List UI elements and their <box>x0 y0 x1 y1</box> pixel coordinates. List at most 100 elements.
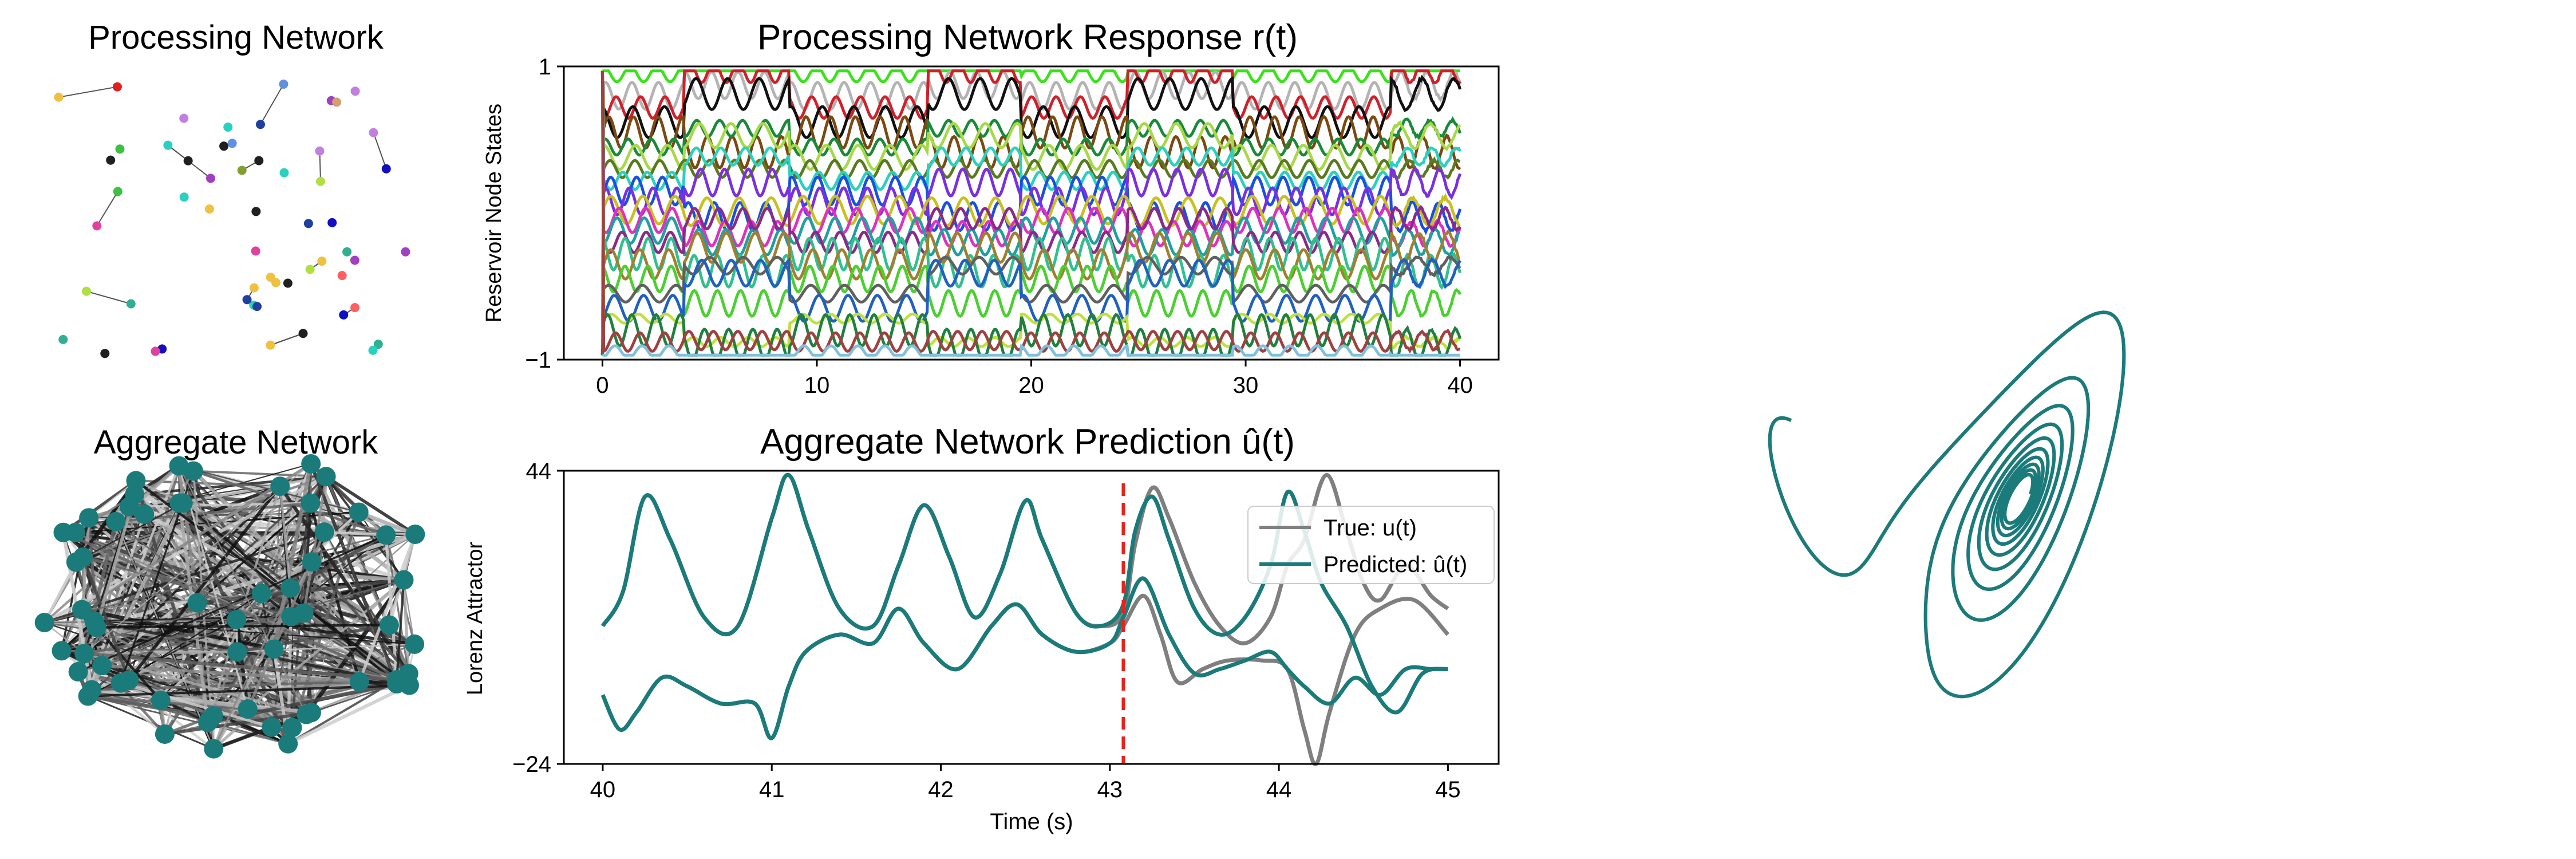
network-edge <box>120 593 262 684</box>
network-edge <box>115 521 238 621</box>
y-tick-label: 1 <box>539 54 551 80</box>
network-node <box>54 92 64 102</box>
network-edge <box>95 626 162 702</box>
response-x-ticks: 0 10 20 30 40 <box>596 360 1473 398</box>
network-node <box>113 187 123 196</box>
network-node <box>223 123 233 132</box>
network-node <box>255 120 265 129</box>
legend-predicted-label: Predicted: û(t) <box>1323 552 1467 577</box>
network-edge <box>94 620 415 645</box>
network-node <box>227 609 247 629</box>
network-node <box>53 522 73 542</box>
network-edge <box>373 132 387 170</box>
response-y-axis-label: Reservoir Node States <box>482 104 506 322</box>
prediction-y-ticks: −24 44 <box>512 459 564 777</box>
x-tick-label: 41 <box>759 777 785 802</box>
network-node <box>92 656 112 676</box>
network-node <box>262 717 282 737</box>
network-node <box>169 493 189 513</box>
network-node <box>126 299 136 309</box>
network-node <box>266 340 275 350</box>
node-state-line <box>600 70 1460 282</box>
network-edge <box>272 463 313 649</box>
network-node <box>187 593 207 613</box>
node-state-line <box>600 264 1461 356</box>
prediction-x-axis-label: Time (s) <box>990 809 1073 834</box>
network-node <box>279 79 289 89</box>
network-node <box>301 703 321 723</box>
network-node <box>278 734 298 754</box>
network-node <box>368 345 378 355</box>
x-tick-label: 40 <box>1447 373 1473 398</box>
x-tick-label: 43 <box>1097 777 1123 802</box>
prediction-chart: Aggregate Network Prediction û(t) 40 41 42… <box>463 422 1500 834</box>
predicted-trajectory <box>1768 310 2126 699</box>
network-node <box>100 349 110 358</box>
aggregate-network-title: Aggregate Network <box>94 424 378 461</box>
network-edge <box>247 579 405 710</box>
network-node <box>301 493 321 513</box>
network-node <box>252 302 262 312</box>
network-node <box>135 504 155 524</box>
network-node <box>126 471 146 491</box>
network-edge <box>81 556 131 681</box>
network-node <box>183 461 203 481</box>
network-edge <box>260 84 285 125</box>
network-node <box>251 246 260 256</box>
network-node <box>373 340 383 349</box>
lorenz-attractor-phase-portrait <box>1768 310 2126 699</box>
network-node <box>279 168 289 178</box>
x-tick-label: 10 <box>804 373 830 398</box>
network-edge <box>129 502 311 508</box>
network-edge <box>96 191 118 226</box>
network-edge <box>44 618 237 624</box>
network-node <box>303 219 313 228</box>
network-node <box>327 218 337 227</box>
network-node <box>249 283 259 293</box>
network-node <box>264 639 284 659</box>
network-edge <box>177 466 199 604</box>
network-node <box>270 476 290 497</box>
network-node <box>72 600 92 620</box>
network-node <box>350 255 359 265</box>
node-state-line <box>602 344 1460 357</box>
network-node <box>242 295 252 305</box>
network-edge <box>178 465 307 715</box>
network-node <box>305 265 315 274</box>
network-edge <box>135 479 410 687</box>
network-node <box>106 511 126 531</box>
x-tick-label: 20 <box>1018 373 1044 398</box>
network-node <box>302 552 322 572</box>
network-node <box>227 642 247 662</box>
network-node <box>163 140 173 150</box>
network-node <box>349 502 369 522</box>
prediction-legend: True: u(t) Predicted: û(t) <box>1247 506 1495 584</box>
network-edge <box>358 533 417 683</box>
network-node <box>183 156 193 166</box>
network-edge <box>212 463 312 750</box>
node-state-line <box>600 69 1462 356</box>
network-edge <box>402 580 410 674</box>
response-chart-title: Processing Network Response r(t) <box>757 18 1298 57</box>
network-node <box>337 271 347 281</box>
network-edge <box>86 290 132 305</box>
network-edge <box>134 475 326 496</box>
network-node <box>204 204 214 214</box>
node-state-line <box>600 70 1461 305</box>
network-edge <box>196 502 311 604</box>
y-tick-label: −24 <box>512 752 551 777</box>
network-edge <box>61 587 291 652</box>
prediction-chart-title: Aggregate Network Prediction û(t) <box>760 422 1295 462</box>
network-node <box>283 278 293 288</box>
network-edge <box>207 681 397 724</box>
network-node <box>379 615 399 635</box>
node-state-line <box>600 257 1461 356</box>
network-node <box>350 86 360 96</box>
network-node <box>34 613 54 633</box>
network-edge <box>302 476 327 613</box>
network-edge <box>84 615 291 655</box>
network-node <box>251 584 271 604</box>
network-node <box>68 662 88 682</box>
network-node <box>332 97 342 107</box>
network-node <box>179 192 189 202</box>
